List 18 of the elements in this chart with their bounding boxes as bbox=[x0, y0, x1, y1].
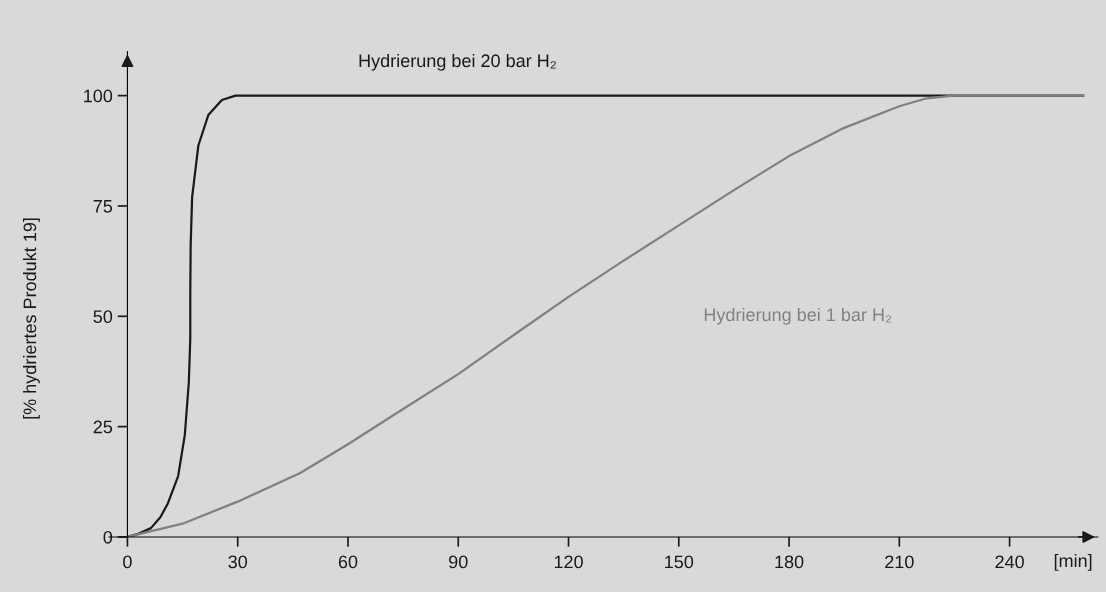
y-tick-label: 50 bbox=[93, 310, 113, 324]
y-tick-label: 0 bbox=[103, 530, 113, 544]
x-tick-label: 0 bbox=[123, 555, 132, 569]
x-tick-label: 60 bbox=[338, 555, 358, 569]
x-tick-label: 180 bbox=[775, 555, 804, 569]
x-axis-title: [min] bbox=[1054, 553, 1092, 571]
x-tick-label: 90 bbox=[449, 555, 468, 569]
text: Hydrierung bei 1 bar H₂ bbox=[704, 307, 892, 325]
x-tick-label: 210 bbox=[885, 555, 914, 569]
y-tick-label: 75 bbox=[93, 200, 113, 213]
series-label: Hydrierung bei 20 bar H₂ bbox=[359, 53, 556, 71]
x-tick-label: 30 bbox=[228, 555, 248, 569]
y-tick-label: 25 bbox=[93, 420, 113, 434]
x-tick-label: 150 bbox=[665, 555, 694, 569]
x-tick-label: 120 bbox=[554, 555, 583, 569]
y-axis-title: [% hydriertes Produkt 19] bbox=[23, 218, 40, 419]
x-tick-label: 240 bbox=[995, 555, 1024, 569]
y-tick-label: 100 bbox=[84, 89, 113, 103]
